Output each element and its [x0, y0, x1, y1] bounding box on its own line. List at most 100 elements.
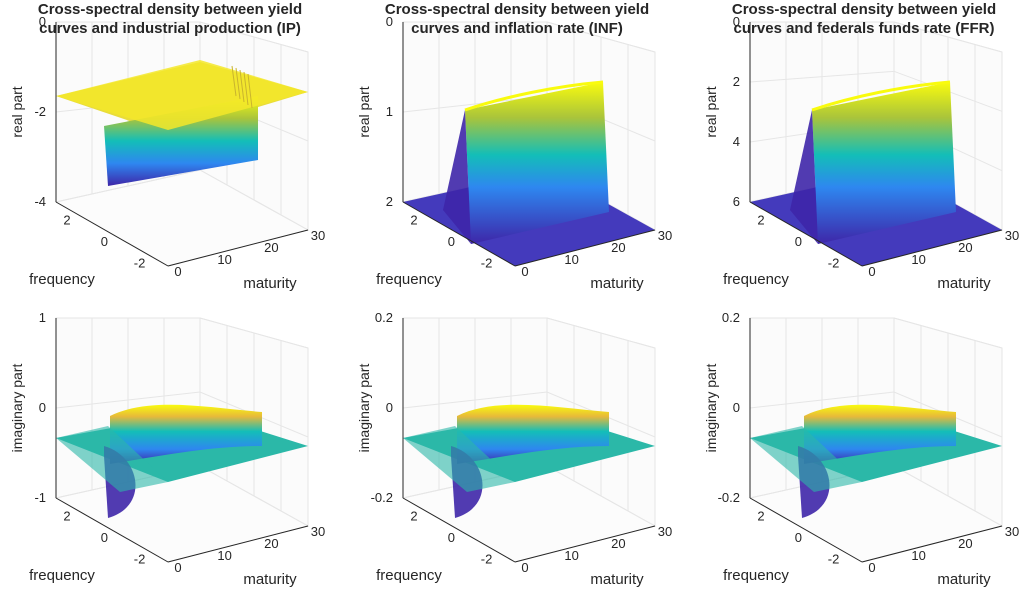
z-axis-label: imaginary part: [356, 364, 372, 453]
surface-ridge: [464, 80, 604, 112]
maturity-tick-label: 10: [564, 252, 578, 267]
maturity-tick-label: 10: [911, 548, 925, 563]
chart-title-line: curves and federals funds rate (FFR): [734, 20, 995, 37]
maturity-tick-label: 0: [868, 560, 875, 575]
maturity-axis-label: maturity: [937, 571, 991, 588]
frequency-tick-label: 2: [757, 213, 764, 228]
maturity-axis-line: [167, 525, 309, 563]
maturity-tick-label: 20: [264, 240, 278, 255]
surface-lobe-up: [457, 404, 609, 464]
surface-band: [812, 82, 956, 244]
z-axis-label: real part: [703, 86, 719, 137]
surface-edge: [443, 110, 471, 244]
maturity-tick-label: 0: [521, 264, 528, 279]
grid-line: [750, 317, 1003, 349]
surface-edge: [790, 110, 818, 244]
surface: [56, 404, 308, 518]
axis-labels: imaginary part frequency maturity: [9, 364, 297, 588]
maturity-axis-label: maturity: [937, 275, 991, 292]
z-tick-label: 6: [733, 194, 740, 209]
maturity-tick-label: 20: [264, 536, 278, 551]
frequency-axis-line: [55, 201, 169, 267]
z-tick-label: 2: [733, 74, 740, 89]
grid-line: [56, 21, 309, 53]
frequency-tick-label: 2: [757, 509, 764, 524]
maturity-axis-line: [167, 229, 309, 267]
axes: [55, 22, 309, 267]
z-tick-label: 0: [733, 14, 740, 29]
axes: [55, 318, 309, 563]
z-tick-label: 0: [733, 400, 740, 415]
z-tick-label: 0: [386, 400, 393, 415]
frequency-tick-label: -2: [828, 551, 840, 566]
maturity-tick-label: 0: [868, 264, 875, 279]
frequency-axis-line: [55, 497, 169, 563]
surface-front: [403, 426, 515, 492]
chart-title-line: curves and industrial production (IP): [39, 20, 301, 37]
maturity-axis-line: [861, 229, 1003, 267]
axis-labels: imaginary part frequency maturity: [356, 364, 644, 588]
frequency-tick-label: 0: [101, 530, 108, 545]
frequency-axis-line: [749, 497, 863, 563]
chart-title: Cross-spectral density between yield curv…: [38, 1, 302, 37]
surface: [750, 80, 1002, 266]
maturity-tick-label: 30: [1005, 524, 1019, 539]
maturity-tick-label: 20: [611, 240, 625, 255]
chart-title-line: Cross-spectral density between yield: [385, 1, 649, 18]
maturity-tick-label: 0: [174, 264, 181, 279]
axis-labels: real part frequency maturity: [703, 86, 991, 292]
axes: [402, 318, 656, 563]
surface-ripple: [239, 69, 245, 103]
z-tick-label: 0: [39, 400, 46, 415]
chart-title-line: Cross-spectral density between yield: [38, 1, 302, 18]
axis-labels: real part frequency maturity: [9, 86, 297, 292]
surface-lobe-up: [110, 404, 262, 464]
frequency-tick-label: 0: [448, 234, 455, 249]
frequency-axis-line: [749, 201, 863, 267]
surface-front: [750, 426, 862, 492]
z-tick-label: 0.2: [722, 310, 740, 325]
z-tick-label: -1: [34, 490, 46, 505]
grid-line: [55, 391, 309, 438]
z-tick-label: 1: [386, 104, 393, 119]
surface-ridge: [811, 80, 951, 112]
surface: [56, 60, 308, 186]
frequency-tick-label: -2: [828, 255, 840, 270]
maturity-axis-label: maturity: [590, 275, 644, 292]
axes: [749, 22, 1003, 267]
z-tick-label: 0: [39, 14, 46, 29]
frequency-tick-label: 2: [410, 509, 417, 524]
maturity-axis-line: [514, 525, 656, 563]
maturity-axis-line: [514, 229, 656, 267]
frequency-axis-line: [402, 497, 516, 563]
maturity-tick-label: 10: [564, 548, 578, 563]
frequency-tick-label: 2: [63, 509, 70, 524]
maturity-tick-label: 0: [521, 560, 528, 575]
maturity-tick-label: 30: [658, 524, 672, 539]
z-tick-label: 1: [39, 310, 46, 325]
z-tick-label: -2: [34, 104, 46, 119]
chart-title: Cross-spectral density between yield curv…: [732, 1, 996, 37]
z-tick-label: 0.2: [375, 310, 393, 325]
axis-labels: real part frequency maturity: [356, 86, 644, 292]
maturity-tick-label: 10: [217, 252, 231, 267]
frequency-axis-label: frequency: [376, 271, 442, 288]
maturity-tick-label: 20: [611, 536, 625, 551]
maturity-tick-label: 20: [958, 240, 972, 255]
maturity-tick-label: 20: [958, 536, 972, 551]
maturity-axis-label: maturity: [243, 275, 297, 292]
maturity-tick-label: 30: [658, 228, 672, 243]
maturity-tick-label: 30: [311, 524, 325, 539]
surface: [403, 80, 655, 266]
maturity-tick-label: 30: [311, 228, 325, 243]
z-axis-label: imaginary part: [9, 364, 25, 453]
